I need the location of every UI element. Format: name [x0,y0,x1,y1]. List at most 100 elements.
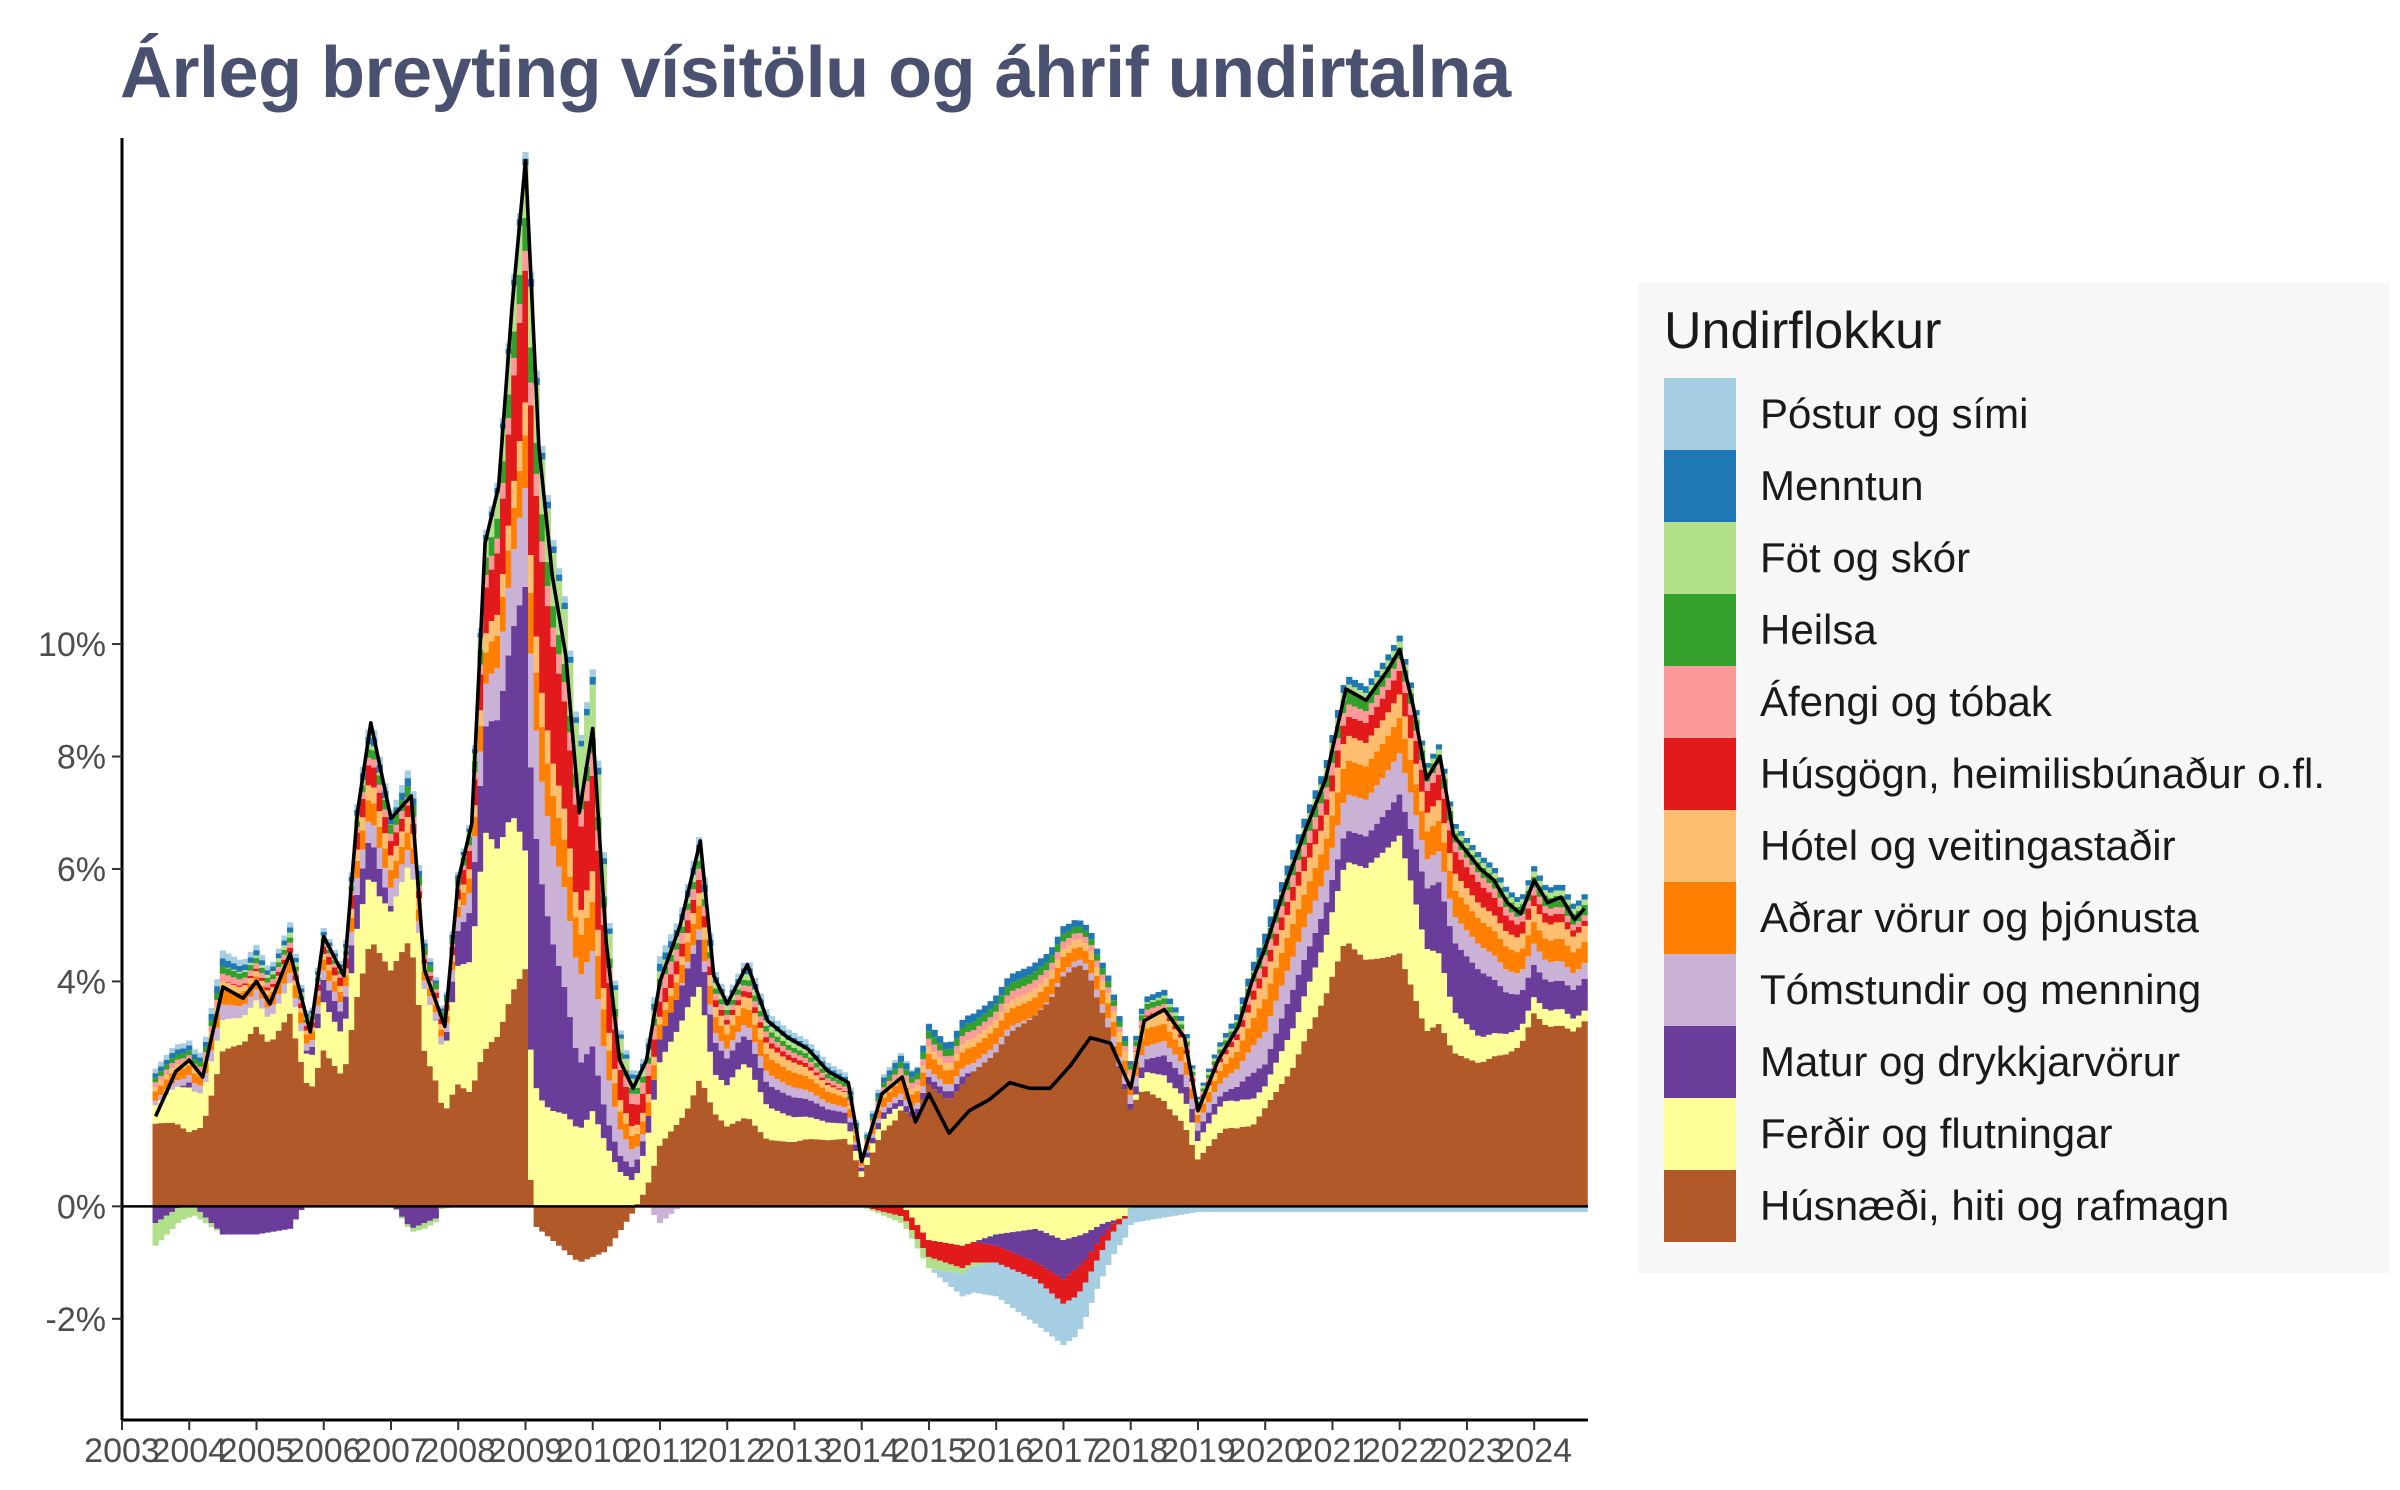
bar-segment [578,740,585,747]
bar-segment [881,1074,888,1078]
bar-segment [550,763,557,796]
bar-segment [746,1009,753,1028]
bar-segment [1508,934,1515,950]
bar-segment [752,977,759,984]
bar-segment [1105,993,1112,1004]
bar-segment [584,962,591,1055]
bar-segment [225,975,232,983]
bar-segment [645,1063,652,1076]
bar-segment [1161,995,1168,999]
bar-segment [903,1106,910,1113]
bar-segment [309,1040,316,1048]
legend-label: Matur og drykkjarvörur [1760,1038,2181,1085]
bar-segment [1424,790,1431,813]
bar-segment [1301,1206,1308,1212]
bar-segment [1435,744,1443,750]
bar-segment [1172,1007,1179,1013]
bar-segment [1099,968,1106,975]
bar-segment [920,1086,927,1093]
bar-segment [1178,1020,1185,1025]
bar-segment [1228,1100,1235,1129]
bar-segment [976,1066,983,1207]
bar-segment [460,865,467,870]
bar-segment [796,1060,804,1065]
bar-segment [499,482,507,499]
bar-segment [511,480,518,508]
bar-segment [225,1206,232,1235]
bar-segment [830,1081,837,1086]
bar-segment [965,1048,972,1065]
bar-segment [1329,734,1336,744]
bar-segment [724,1005,731,1011]
bar-segment [214,1206,221,1229]
bar-segment [315,1013,322,1029]
bar-segment [1430,806,1437,826]
bar-segment [1419,1206,1426,1212]
bar-segment [1514,897,1521,902]
bar-segment [533,636,540,673]
bar-segment [1239,1126,1246,1207]
bar-segment [1396,659,1403,671]
bar-segment [169,1211,176,1229]
bar-segment [701,916,708,928]
bar-segment [768,1140,776,1207]
bar-segment [1503,915,1510,932]
bar-segment [948,1069,955,1085]
bar-segment [864,1131,871,1135]
bar-segment [920,1232,927,1249]
bar-segment [892,1063,899,1069]
bar-segment [948,1048,955,1056]
bar-segment [180,1087,187,1129]
bar-segment [1306,842,1314,858]
plot-area: -2%0%4%6%8%10%20032004200520062007200820… [38,138,1588,1470]
bar-segment [1351,738,1358,763]
bar-segment [460,892,467,906]
bar-segment [292,980,299,986]
bar-segment [780,1066,787,1083]
bar-segment [471,862,479,927]
bar-segment [1306,913,1314,947]
bar-segment [1391,656,1398,669]
bar-segment [292,957,299,963]
bar-segment [808,1100,815,1118]
legend-item: Húsnæði, hiti og rafmagn [1664,1170,2384,1242]
bar-segment [1088,939,1095,946]
bar-segment [1497,938,1504,963]
bar-segment [965,1206,972,1244]
bar-segment [976,1206,983,1241]
bar-segment [931,1089,938,1207]
bar-segment [886,1070,893,1076]
bar-segment [1374,695,1381,707]
bar-segment [292,985,299,999]
bar-segment [617,1171,624,1207]
bar-segment [488,839,495,1043]
bar-segment [959,1027,966,1037]
bar-segment [724,1024,731,1035]
bar-segment [1077,959,1084,966]
bar-segment [567,1017,574,1120]
bar-segment [225,1019,232,1049]
bar-segment [1032,1206,1039,1229]
bar-segment [656,1206,664,1224]
bar-segment [432,992,439,999]
bar-segment [1435,774,1443,801]
bar-segment [432,980,439,984]
bar-segment [1267,1074,1274,1100]
bar-segment [1402,969,1409,1207]
bar-segment [897,1081,905,1094]
bar-segment [1054,983,1061,987]
bar-segment [242,977,249,984]
bar-segment [1217,1083,1224,1097]
bar-segment [1211,1072,1218,1081]
bar-segment [1026,1206,1033,1230]
bar-segment [662,1206,669,1219]
legend: Undirflokkur Póstur og sími Menntun Föt og… [1638,283,2390,1273]
bar-segment [455,1084,462,1207]
bar-segment [303,1053,311,1083]
bar-segment [841,1123,849,1139]
bar-segment [1099,1223,1106,1237]
bar-segment [1155,997,1162,1001]
bar-segment [1575,900,1583,906]
bar-segment [1374,785,1381,824]
bar-segment [1402,692,1409,717]
